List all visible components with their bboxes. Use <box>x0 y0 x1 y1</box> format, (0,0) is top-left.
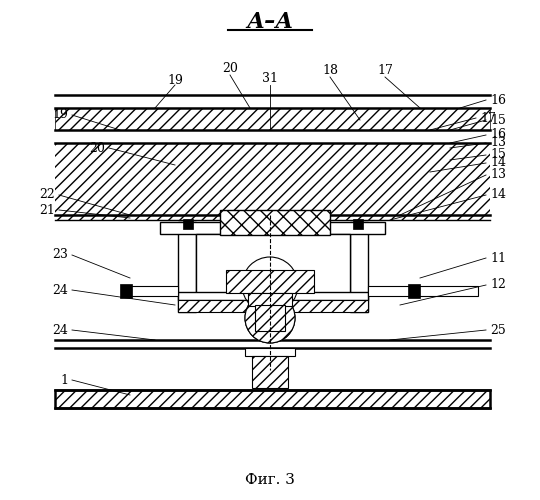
Text: 14: 14 <box>490 188 506 202</box>
Text: 14: 14 <box>490 156 506 170</box>
Text: Фиг. 3: Фиг. 3 <box>245 473 295 487</box>
Text: 19: 19 <box>167 74 183 86</box>
Bar <box>248 293 292 306</box>
Text: 1: 1 <box>60 374 68 386</box>
Polygon shape <box>55 108 490 130</box>
Bar <box>120 284 132 298</box>
Text: 15: 15 <box>490 114 506 126</box>
Bar <box>255 305 285 331</box>
Text: 12: 12 <box>490 278 506 291</box>
Bar <box>160 222 385 234</box>
Polygon shape <box>55 143 490 220</box>
Bar <box>368 286 478 296</box>
Text: 16: 16 <box>490 94 506 106</box>
Text: 25: 25 <box>490 324 506 336</box>
Bar <box>408 284 420 298</box>
Text: 20: 20 <box>222 62 238 74</box>
Bar <box>130 286 178 296</box>
Text: 11: 11 <box>490 252 506 264</box>
Text: 17: 17 <box>480 112 496 124</box>
Text: 24: 24 <box>52 324 68 336</box>
Bar <box>178 222 196 312</box>
Bar <box>178 292 368 300</box>
Bar <box>183 219 193 229</box>
Bar <box>353 219 363 229</box>
Bar <box>196 234 350 294</box>
Text: 23: 23 <box>52 248 68 262</box>
Text: А–А: А–А <box>246 11 294 33</box>
Polygon shape <box>178 300 368 312</box>
Text: 15: 15 <box>490 148 506 162</box>
Bar <box>245 348 295 356</box>
Text: 21: 21 <box>39 204 55 216</box>
Text: 19: 19 <box>52 108 68 122</box>
Text: 13: 13 <box>490 168 506 181</box>
Text: 31: 31 <box>262 72 278 85</box>
Bar <box>220 210 330 235</box>
Bar <box>55 390 490 408</box>
Circle shape <box>245 293 295 343</box>
Text: 22: 22 <box>39 188 55 202</box>
Text: 16: 16 <box>490 128 506 141</box>
Text: 18: 18 <box>322 64 338 76</box>
Bar <box>196 234 350 294</box>
Text: 13: 13 <box>490 136 506 149</box>
Bar <box>252 356 288 388</box>
Bar <box>226 270 314 293</box>
Bar <box>350 222 368 312</box>
Text: 17: 17 <box>377 64 393 76</box>
Text: 24: 24 <box>52 284 68 296</box>
Text: 20: 20 <box>89 142 105 154</box>
